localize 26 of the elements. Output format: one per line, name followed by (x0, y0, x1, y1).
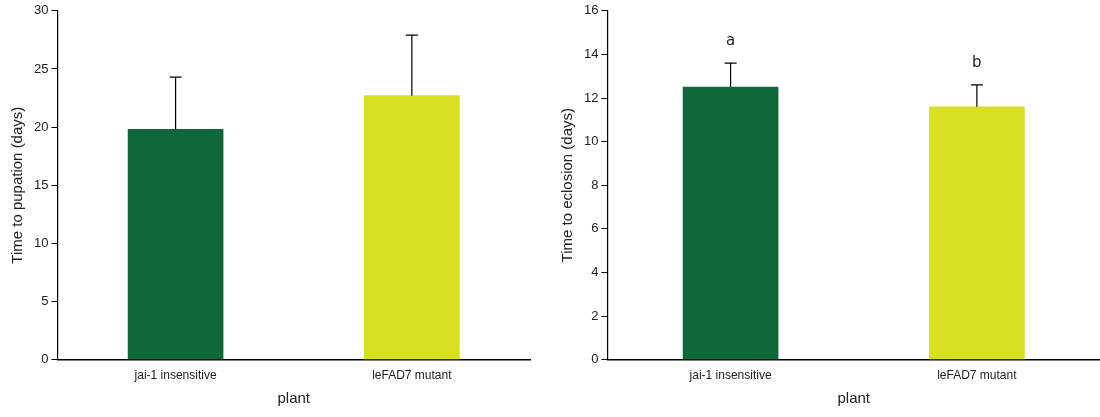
x-tick-label: jai-1 insensitive (133, 368, 217, 383)
annotation: a (725, 31, 736, 50)
y-tick-label: 0 (591, 351, 599, 367)
y-tick-label: 10 (33, 234, 49, 250)
y-axis-title: Time to eclosion (days) (558, 107, 576, 263)
x-axis-title: plant (837, 389, 871, 407)
x-tick-label: leFAD7 mutant (937, 368, 1018, 383)
y-tick-label: 14 (583, 45, 599, 61)
y-tick-label: 2 (591, 307, 599, 323)
y-tick-label: 4 (591, 263, 599, 279)
y-tick-label: 15 (33, 176, 49, 192)
y-axis-title: Time to pupation (days) (8, 106, 26, 264)
x-tick-label: leFAD7 mutant (372, 368, 453, 383)
y-tick-label: 30 (33, 2, 49, 18)
y-tick-label: 10 (583, 133, 599, 149)
y-tick-label: 6 (591, 220, 599, 236)
y-tick-label: 20 (33, 118, 49, 134)
y-tick-label: 0 (41, 351, 49, 367)
x-axis-title: plant (277, 389, 311, 407)
y-tick-label: 12 (583, 89, 599, 105)
y-tick-label: 5 (41, 293, 49, 309)
y-tick-label: 25 (33, 60, 49, 76)
x-tick-label: jai-1 insensitive (688, 368, 772, 383)
y-tick-label: 16 (583, 2, 599, 18)
annotation: b (972, 52, 982, 71)
y-tick-label: 8 (591, 176, 599, 192)
